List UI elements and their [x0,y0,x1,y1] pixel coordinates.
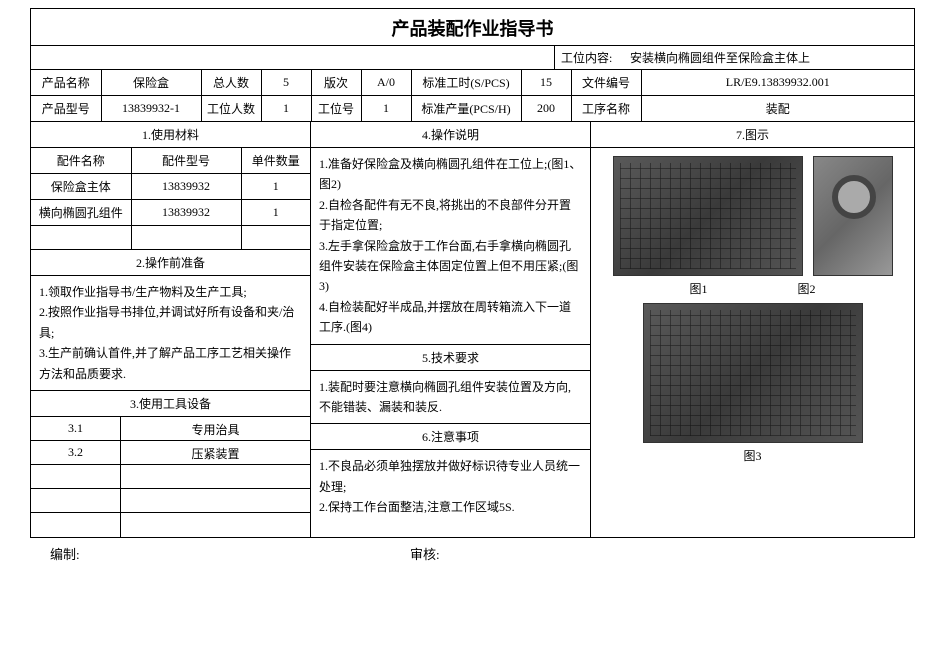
meta-cell: 工位号 [311,96,361,122]
col-right: 7.图示 图1 图2 图3 [591,122,914,537]
footer-author: 编制: [50,544,410,563]
caption-3: 图3 [597,447,908,464]
illustration-area: 图1 图2 图3 [591,148,914,537]
mat-cell: 保险盒主体 [31,174,131,200]
mat-cell: 1 [241,200,310,226]
mat-cell: 1 [241,174,310,200]
meta-cell: 15 [521,70,571,96]
meta-cell: 版次 [311,70,361,96]
sec7-head: 7.图示 [591,122,914,148]
sec5-head: 5.技术要求 [311,345,590,371]
station-label: 工位内容: [554,46,624,69]
meta-cell: 13839932-1 [101,96,201,122]
mat-cell: 横向椭圆孔组件 [31,200,131,226]
sec1-head: 1.使用材料 [31,122,310,148]
figure-3-icon [643,303,863,443]
figure-2-icon [813,156,893,276]
mat-head: 配件型号 [131,148,241,174]
meta-cell: LR/E9.13839932.001 [641,70,914,96]
prep-text: 1.领取作业指导书/生产物料及生产工具; 2.按照作业指导书排位,并调试好所有设… [31,276,310,391]
meta-cell: 产品名称 [31,70,101,96]
meta-cell: 产品型号 [31,96,101,122]
meta-cell: 文件编号 [571,70,641,96]
sec2-head: 2.操作前准备 [31,250,310,276]
figure-1-icon [613,156,803,276]
mat-cell: 13839932 [131,174,241,200]
notes-text: 1.不良品必须单独摆放并做好标识待专业人员统一处理; 2.保持工作台面整洁,注意… [311,450,590,523]
mat-head: 配件名称 [31,148,131,174]
meta-cell: 5 [261,70,311,96]
meta-cell: 保险盒 [101,70,201,96]
caption-2: 图2 [798,280,816,297]
meta-cell: A/0 [361,70,411,96]
tool-row [31,513,310,537]
col-left: 1.使用材料 配件名称 配件型号 单件数量 保险盒主体 13839932 1 横… [31,122,311,537]
meta-cell: 200 [521,96,571,122]
meta-cell: 工位人数 [201,96,261,122]
footer: 编制: 审核: [30,538,915,569]
mat-cell: 13839932 [131,200,241,226]
meta-cell: 1 [361,96,411,122]
tool-row [31,489,310,513]
sec3-head: 3.使用工具设备 [31,391,310,417]
meta-row-1: 产品名称 保险盒 总人数 5 版次 A/0 标准工时(S/PCS) 15 文件编… [31,70,914,96]
meta-row-2: 产品型号 13839932-1 工位人数 1 工位号 1 标准产量(PCS/H)… [31,96,914,122]
meta-cell: 总人数 [201,70,261,96]
meta-cell: 装配 [641,96,914,122]
station-value: 安装横向椭圆组件至保险盒主体上 [624,46,914,69]
sec6-head: 6.注意事项 [311,424,590,450]
meta-cell: 工序名称 [571,96,641,122]
sec4-head: 4.操作说明 [311,122,590,148]
tool-row: 3.1专用治具 [31,417,310,441]
document-frame: 产品装配作业指导书 工位内容: 安装横向椭圆组件至保险盒主体上 产品名称 保险盒… [30,8,915,538]
station-row: 工位内容: 安装横向椭圆组件至保险盒主体上 [31,46,914,70]
meta-cell: 标准产量(PCS/H) [411,96,521,122]
meta-cell: 1 [261,96,311,122]
meta-cell: 标准工时(S/PCS) [411,70,521,96]
tool-row [31,465,310,489]
doc-title: 产品装配作业指导书 [31,9,914,46]
ops-text: 1.准备好保险盒及横向椭圆孔组件在工位上;(图1、图2) 2.自检各配件有无不良… [311,148,590,345]
col-mid: 4.操作说明 1.准备好保险盒及横向椭圆孔组件在工位上;(图1、图2) 2.自检… [311,122,591,537]
mat-head: 单件数量 [241,148,310,174]
tech-text: 1.装配时要注意横向椭圆孔组件安装位置及方向,不能错装、漏装和装反. [311,371,590,425]
meta-table: 产品名称 保险盒 总人数 5 版次 A/0 标准工时(S/PCS) 15 文件编… [31,70,914,122]
tool-row: 3.2压紧装置 [31,441,310,465]
body-columns: 1.使用材料 配件名称 配件型号 单件数量 保险盒主体 13839932 1 横… [31,122,914,537]
materials-table: 配件名称 配件型号 单件数量 保险盒主体 13839932 1 横向椭圆孔组件 … [31,148,310,250]
caption-1: 图1 [689,280,707,297]
footer-reviewer: 审核: [410,544,440,563]
